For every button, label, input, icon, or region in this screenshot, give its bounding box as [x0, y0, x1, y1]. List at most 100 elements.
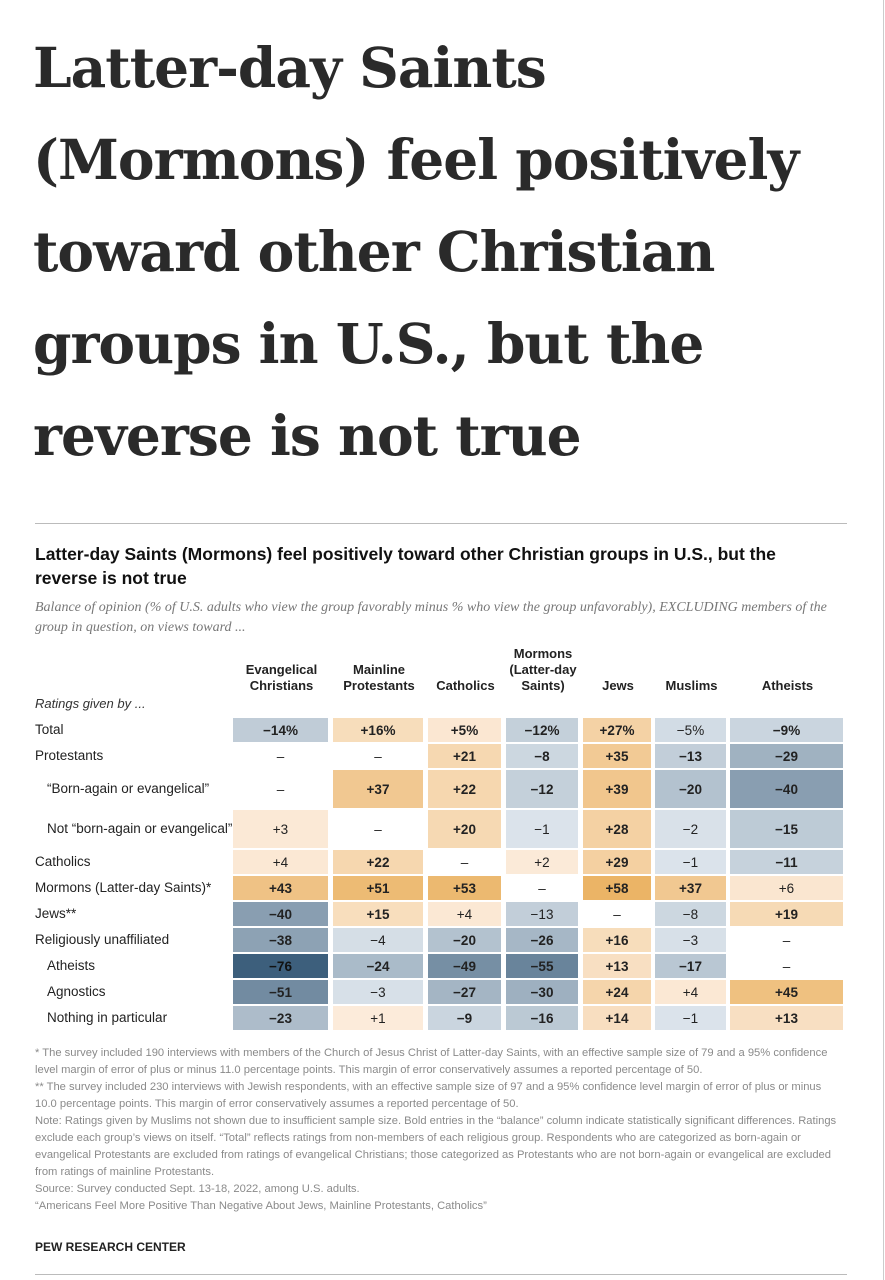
row-label: Nothing in particular	[47, 1010, 168, 1025]
heatmap-cell: +3	[233, 810, 328, 848]
heatmap-cell: +58	[583, 876, 651, 900]
heatmap-cell: −9	[428, 1006, 501, 1030]
row-label: Atheists	[47, 958, 96, 973]
heatmap-cell: –	[583, 902, 651, 926]
heatmap-cell: −8	[655, 902, 726, 926]
heatmap-cell: +28	[583, 810, 651, 848]
row-label: “Born-again or evangelical”	[47, 781, 210, 796]
headline: Latter-day Saints (Mormons) feel positiv…	[33, 35, 799, 468]
heatmap-cell: −16	[506, 1006, 578, 1030]
heatmap-cell: +1	[333, 1006, 423, 1030]
heatmap-cell: +14	[583, 1006, 651, 1030]
column-header: Mormons (Latter-day Saints)	[509, 646, 577, 693]
heatmap-cell: −20	[655, 770, 726, 808]
heatmap-cell: –	[333, 810, 423, 848]
heatmap-cell: −12%	[506, 718, 578, 742]
chart-title: Latter-day Saints (Mormons) feel positiv…	[35, 544, 776, 588]
heatmap-cell: −15	[730, 810, 843, 848]
row-label: Religiously unaffiliated	[35, 932, 170, 947]
column-header: Jews	[602, 678, 634, 693]
footnote-jews: ** The survey included 230 interviews wi…	[35, 1081, 822, 1110]
heatmap-cell: +20	[428, 810, 501, 848]
heatmap-cell: −4	[333, 928, 423, 952]
heatmap-cell: −3	[655, 928, 726, 952]
heatmap-cell: −40	[730, 770, 843, 808]
heatmap-cell: −38	[233, 928, 328, 952]
heatmap-cell: –	[428, 850, 501, 874]
page-edge	[883, 0, 884, 1280]
heatmap-cell: –	[730, 954, 843, 978]
heatmap-cell: −12	[506, 770, 578, 808]
heatmap-cell: +13	[730, 1006, 843, 1030]
heatmap-cell: +29	[583, 850, 651, 874]
heatmap-cell: −13	[506, 902, 578, 926]
footnote-mormons: * The survey included 190 interviews wit…	[35, 1047, 828, 1076]
chart-subtitle: Balance of opinion (% of U.S. adults who…	[35, 600, 827, 635]
heatmap-cell: −27	[428, 980, 501, 1004]
column-header: Evangelical Christians	[245, 662, 318, 693]
heatmap-cell: +19	[730, 902, 843, 926]
column-header: Mainline Protestants	[343, 662, 415, 693]
heatmap-cell: −17	[655, 954, 726, 978]
heatmap-cell: +15	[333, 902, 423, 926]
heatmap-cell: −55	[506, 954, 578, 978]
heatmap-cell: +13	[583, 954, 651, 978]
row-label: Mormons (Latter-day Saints)*	[35, 880, 212, 895]
heatmap-cell: +27%	[583, 718, 651, 742]
heatmap-cell: −14%	[233, 718, 328, 742]
top-rule	[35, 523, 847, 524]
footnote-report: “Americans Feel More Positive Than Negat…	[35, 1200, 487, 1212]
heatmap-cell: −20	[428, 928, 501, 952]
heatmap-cell: −51	[233, 980, 328, 1004]
heatmap-cell: +22	[333, 850, 423, 874]
bottom-rule	[35, 1274, 847, 1275]
heatmap-cell: +2	[506, 850, 578, 874]
heatmap-cell: −11	[730, 850, 843, 874]
heatmap-cell: −8	[506, 744, 578, 768]
row-label: Catholics	[35, 854, 91, 869]
heatmap-cell: +37	[333, 770, 423, 808]
heatmap-cell: −29	[730, 744, 843, 768]
heatmap-cell: −40	[233, 902, 328, 926]
heatmap-cell: −76	[233, 954, 328, 978]
footnote-source: Source: Survey conducted Sept. 13-18, 20…	[35, 1183, 360, 1195]
heatmap-cell: −23	[233, 1006, 328, 1030]
heatmap-cell: +51	[333, 876, 423, 900]
heatmap-cell: +39	[583, 770, 651, 808]
heatmap-cell: −1	[506, 810, 578, 848]
heatmap-cell: −9%	[730, 718, 843, 742]
heatmap-cell: +43	[233, 876, 328, 900]
row-header: Ratings given by ...	[35, 696, 146, 711]
heatmap-cell: −49	[428, 954, 501, 978]
heatmap-cell: +16	[583, 928, 651, 952]
heatmap-cell: −30	[506, 980, 578, 1004]
heatmap-cell: +6	[730, 876, 843, 900]
column-header: Muslims	[665, 678, 718, 693]
footnotes: * The survey included 190 interviews wit…	[35, 1045, 843, 1215]
heatmap-cell: +45	[730, 980, 843, 1004]
heatmap-cell: −24	[333, 954, 423, 978]
heatmap-cell: −1	[655, 850, 726, 874]
heatmap-cell: –	[730, 928, 843, 952]
heatmap-cell: +5%	[428, 718, 501, 742]
heatmap-cell: −13	[655, 744, 726, 768]
heatmap-cell: –	[233, 770, 328, 808]
heatmap-cell: +4	[233, 850, 328, 874]
heatmap-cell: −5%	[655, 718, 726, 742]
heatmap-cell: +37	[655, 876, 726, 900]
heatmap-cell: −3	[333, 980, 423, 1004]
row-label: Total	[35, 722, 64, 737]
heatmap-cell: +35	[583, 744, 651, 768]
row-label: Protestants	[35, 748, 104, 763]
heatmap-cell: +24	[583, 980, 651, 1004]
heatmap-cell: +4	[655, 980, 726, 1004]
brand-label: PEW RESEARCH CENTER	[35, 1240, 186, 1254]
heatmap-cell: +21	[428, 744, 501, 768]
footnote-note: Note: Ratings given by Muslims not shown…	[35, 1115, 837, 1178]
heatmap-cell: −26	[506, 928, 578, 952]
heatmap-cell: +4	[428, 902, 501, 926]
column-header: Atheists	[761, 678, 814, 693]
heatmap-cell: –	[333, 744, 423, 768]
row-label: Agnostics	[47, 984, 106, 999]
row-label: Jews**	[35, 906, 77, 921]
